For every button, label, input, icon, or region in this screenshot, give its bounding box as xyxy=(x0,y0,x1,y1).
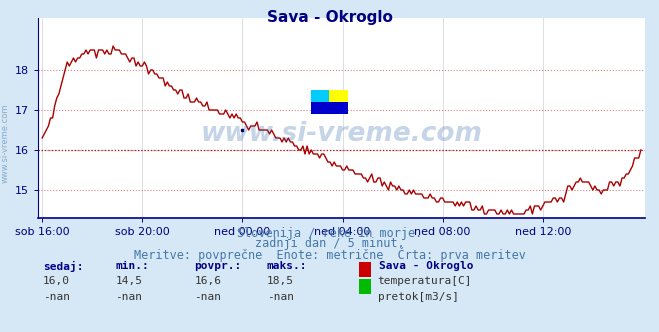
Text: Slovenija / reke in morje.: Slovenija / reke in morje. xyxy=(237,227,422,240)
Text: 16,0: 16,0 xyxy=(43,276,70,286)
Text: www.si-vreme.com: www.si-vreme.com xyxy=(200,121,482,147)
Text: -nan: -nan xyxy=(115,292,142,302)
Text: temperatura[C]: temperatura[C] xyxy=(378,276,472,286)
Text: 18,5: 18,5 xyxy=(267,276,294,286)
Text: 14,5: 14,5 xyxy=(115,276,142,286)
Text: Sava - Okroglo: Sava - Okroglo xyxy=(379,261,473,271)
Text: povpr.:: povpr.: xyxy=(194,261,242,271)
Text: pretok[m3/s]: pretok[m3/s] xyxy=(378,292,459,302)
Text: maks.:: maks.: xyxy=(267,261,307,271)
Text: www.si-vreme.com: www.si-vreme.com xyxy=(1,103,10,183)
Text: zadnji dan / 5 minut.: zadnji dan / 5 minut. xyxy=(254,237,405,250)
Text: Sava - Okroglo: Sava - Okroglo xyxy=(266,10,393,25)
Text: min.:: min.: xyxy=(115,261,149,271)
Text: 16,6: 16,6 xyxy=(194,276,221,286)
Text: -nan: -nan xyxy=(194,292,221,302)
Text: Meritve: povprečne  Enote: metrične  Črta: prva meritev: Meritve: povprečne Enote: metrične Črta:… xyxy=(134,247,525,262)
Text: sedaj:: sedaj: xyxy=(43,261,83,272)
Text: -nan: -nan xyxy=(267,292,294,302)
Text: -nan: -nan xyxy=(43,292,70,302)
